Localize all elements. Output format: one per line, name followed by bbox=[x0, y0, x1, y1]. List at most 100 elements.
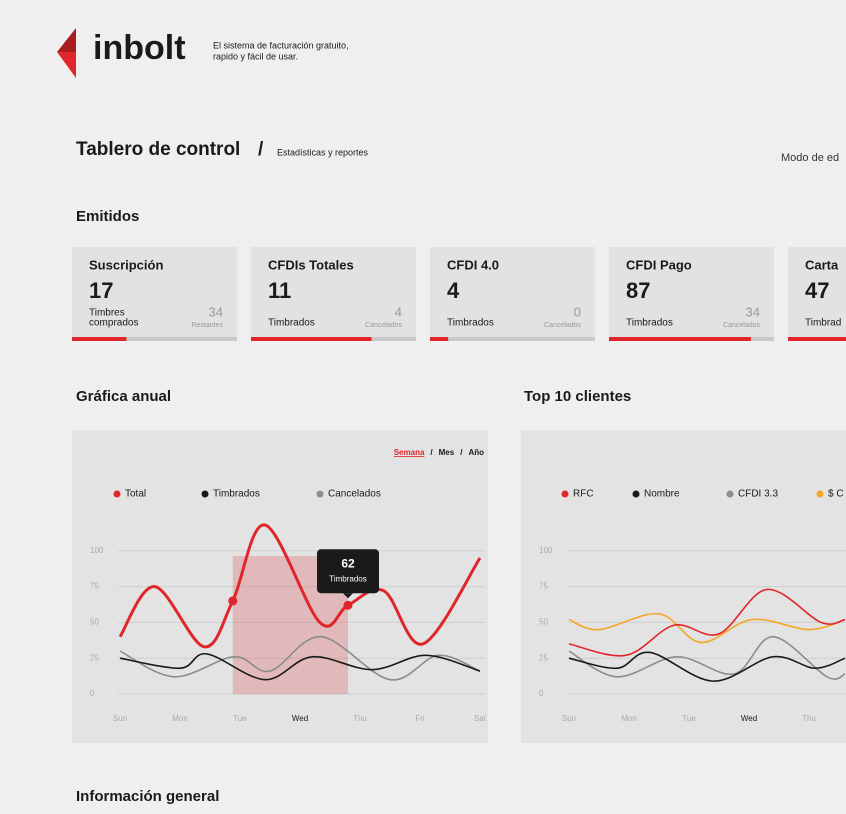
logo-mark bbox=[57, 52, 76, 78]
page-title: Tablero de control bbox=[76, 139, 240, 160]
mode-link[interactable]: Modo de ed bbox=[781, 152, 839, 164]
legend-label: CFDI 3.3 bbox=[738, 489, 778, 500]
y-tick-label: 25 bbox=[539, 653, 548, 662]
period-link[interactable]: Mes bbox=[439, 448, 455, 457]
logo: inbolt bbox=[93, 29, 186, 67]
x-tick-label: Thu bbox=[802, 714, 816, 723]
x-tick-label: Mon bbox=[172, 714, 188, 723]
tooltip-value: 62 bbox=[341, 556, 355, 570]
x-tick-label: Sun bbox=[113, 714, 127, 723]
tooltip-label: Timbrados bbox=[329, 574, 367, 583]
period-link[interactable]: Año bbox=[468, 448, 484, 457]
legend-label: Timbrados bbox=[213, 489, 260, 500]
progress-track bbox=[430, 337, 595, 341]
y-tick-label: 50 bbox=[90, 618, 99, 627]
card-value: 87 bbox=[626, 278, 650, 303]
chart-panel: SemaRFCNombreCFDI 3.3$ C0255075100SunMon… bbox=[521, 430, 846, 743]
section-heading: Información general bbox=[76, 788, 219, 805]
y-tick-label: 25 bbox=[90, 653, 99, 662]
card-title: CFDIs Totales bbox=[268, 257, 354, 272]
series-line bbox=[568, 588, 846, 657]
legend-dot bbox=[816, 490, 824, 498]
card-value: 47 bbox=[805, 278, 829, 303]
card-label: Timbres bbox=[89, 308, 125, 319]
card-other-label: Cancelados bbox=[365, 322, 402, 329]
card-other-value: 34 bbox=[209, 304, 223, 319]
card-value: 4 bbox=[447, 278, 460, 303]
y-tick-label: 100 bbox=[90, 546, 104, 555]
x-tick-label: Sun bbox=[562, 714, 576, 723]
point-marker bbox=[343, 600, 353, 610]
series-line bbox=[568, 651, 846, 682]
section-heading: Emitidos bbox=[76, 208, 139, 225]
legend-dot bbox=[201, 490, 209, 498]
card bbox=[788, 247, 846, 341]
legend-dot bbox=[561, 490, 569, 498]
progress-bar bbox=[72, 337, 127, 341]
card-value: 11 bbox=[268, 278, 291, 303]
card-other-value: 0 bbox=[574, 304, 581, 319]
point-marker bbox=[228, 596, 238, 606]
legend-label: $ C bbox=[828, 489, 844, 500]
y-tick-label: 0 bbox=[539, 689, 544, 698]
progress-bar bbox=[609, 337, 751, 341]
logo-mark bbox=[57, 28, 76, 52]
x-tick-label: Wed bbox=[741, 714, 757, 723]
card-title: Suscripción bbox=[89, 257, 163, 272]
separator: / bbox=[258, 139, 264, 160]
progress-bar bbox=[430, 337, 449, 341]
card-label: comprados bbox=[89, 318, 138, 329]
card bbox=[609, 247, 774, 341]
card-title: Carta bbox=[805, 257, 839, 272]
y-tick-label: 0 bbox=[90, 689, 95, 698]
tooltip bbox=[317, 549, 379, 594]
section-heading: Top 10 clientes bbox=[524, 388, 631, 405]
series-line bbox=[118, 523, 482, 649]
x-tick-label: Wed bbox=[292, 714, 308, 723]
period-link: / bbox=[460, 448, 463, 457]
legend-label: Cancelados bbox=[328, 489, 381, 500]
card-title: CFDI Pago bbox=[626, 257, 692, 272]
y-tick-label: 50 bbox=[539, 618, 548, 627]
card-label: Timbrados bbox=[626, 318, 673, 329]
x-tick-label: Fri bbox=[415, 714, 425, 723]
series-line bbox=[568, 612, 846, 644]
legend-label: RFC bbox=[573, 489, 594, 500]
period-link: / bbox=[430, 448, 433, 457]
period-link[interactable]: Semana bbox=[394, 448, 425, 457]
page-subtitle: Estadísticas y reportes bbox=[277, 147, 369, 157]
tagline: El sistema de facturación gratuito, bbox=[213, 40, 349, 50]
progress-bar bbox=[251, 337, 372, 341]
card bbox=[430, 247, 595, 341]
card-other-label: Cancelados bbox=[723, 322, 760, 329]
legend-dot bbox=[726, 490, 734, 498]
x-tick-label: Mon bbox=[621, 714, 637, 723]
y-tick-label: 75 bbox=[539, 582, 548, 591]
card-label: Timbrad bbox=[805, 318, 841, 329]
card bbox=[72, 247, 237, 341]
x-tick-label: Tue bbox=[233, 714, 247, 723]
series-line bbox=[119, 635, 481, 681]
tagline: rapido y fácil de usar. bbox=[213, 51, 298, 61]
tooltip-arrow bbox=[343, 593, 353, 599]
series-line bbox=[568, 635, 846, 680]
card-other-value: 4 bbox=[395, 304, 402, 319]
series-line bbox=[119, 653, 481, 681]
progress-track bbox=[72, 337, 237, 341]
section-heading: Gráfica anual bbox=[76, 388, 171, 405]
y-tick-label: 75 bbox=[90, 582, 99, 591]
chart-panel: Año / Mes / Semana Total Timbrados Cancelados 0 2… bbox=[72, 430, 488, 743]
progress-bar bbox=[788, 337, 846, 341]
legend-dot bbox=[113, 490, 121, 498]
card-other-value: 34 bbox=[746, 304, 760, 319]
legend-dot bbox=[632, 490, 640, 498]
y-tick-label: 100 bbox=[539, 546, 553, 555]
card-other-label: Cancelados bbox=[544, 322, 581, 329]
card-value: 17 bbox=[89, 278, 113, 303]
x-tick-label: Thu bbox=[353, 714, 367, 723]
card-label: Timbrados bbox=[447, 318, 494, 329]
legend-label: Total bbox=[125, 489, 146, 500]
x-tick-label: Tue bbox=[682, 714, 696, 723]
legend-dot bbox=[316, 490, 324, 498]
